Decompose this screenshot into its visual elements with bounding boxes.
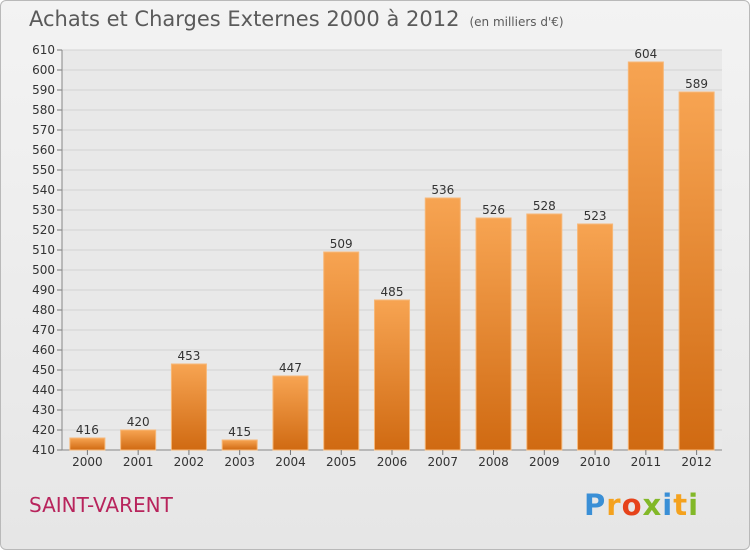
- data-label: 604: [634, 47, 657, 61]
- data-label: 523: [584, 209, 607, 223]
- y-tick-label: 610: [32, 43, 55, 57]
- data-label: 526: [482, 203, 505, 217]
- x-axis-ticks: 2000 2001 2002 2003 2004 2005 2006 2007 2008 2009…: [72, 450, 712, 469]
- x-tick-label: 2008: [478, 455, 509, 469]
- x-tick-label: 2012: [681, 455, 712, 469]
- y-tick-label: 440: [32, 383, 55, 397]
- y-tick-label: 590: [32, 83, 55, 97]
- x-tick-label: 2001: [123, 455, 154, 469]
- place-name: SAINT-VARENT: [29, 493, 173, 517]
- x-tick-label: 2003: [224, 455, 255, 469]
- logo-letter: i: [662, 488, 674, 522]
- data-label: 447: [279, 361, 302, 375]
- bar: [577, 223, 614, 451]
- bar: [323, 251, 360, 451]
- y-tick-label: 530: [32, 203, 55, 217]
- x-tick-label: 2006: [377, 455, 408, 469]
- bar: [120, 429, 157, 451]
- data-label: 415: [228, 425, 251, 439]
- logo-letter: i: [688, 488, 700, 522]
- data-label: 528: [533, 199, 556, 213]
- logo-letter: o: [621, 488, 643, 522]
- x-tick-label: 2004: [275, 455, 306, 469]
- logo-letter: x: [642, 488, 663, 522]
- y-tick-label: 560: [32, 143, 55, 157]
- y-tick-label: 490: [32, 283, 55, 297]
- x-tick-label: 2005: [326, 455, 357, 469]
- bar: [170, 363, 207, 451]
- data-label: 416: [76, 423, 99, 437]
- data-label: 485: [381, 285, 404, 299]
- logo-letter: P: [584, 488, 607, 522]
- y-tick-label: 520: [32, 223, 55, 237]
- bar: [69, 437, 106, 451]
- x-tick-label: 2009: [529, 455, 560, 469]
- x-tick-label: 2007: [427, 455, 458, 469]
- y-tick-label: 550: [32, 163, 55, 177]
- logo-letter: r: [606, 488, 622, 522]
- y-tick-label: 460: [32, 343, 55, 357]
- data-label: 536: [431, 183, 454, 197]
- y-tick-label: 600: [32, 63, 55, 77]
- bar: [678, 91, 715, 451]
- data-label: 509: [330, 237, 353, 251]
- data-label: 420: [127, 415, 150, 429]
- y-tick-label: 480: [32, 303, 55, 317]
- y-tick-label: 540: [32, 183, 55, 197]
- data-label: 453: [177, 349, 200, 363]
- y-tick-label: 430: [32, 403, 55, 417]
- bar: [373, 299, 411, 451]
- y-tick-label: 500: [32, 263, 55, 277]
- logo-letter: t: [673, 488, 689, 522]
- bar: [526, 213, 563, 451]
- bar: [627, 61, 664, 451]
- chart-title: Achats et Charges Externes 2000 à 2012 (e…: [29, 7, 564, 31]
- y-tick-label: 470: [32, 323, 55, 337]
- proxiti-logo: Proxiti: [584, 488, 699, 522]
- bar: [221, 439, 258, 451]
- y-tick-label: 580: [32, 103, 55, 117]
- bars: [69, 61, 715, 451]
- y-tick-label: 510: [32, 243, 55, 257]
- chart-subtitle: (en milliers d'€): [469, 15, 564, 29]
- y-tick-label: 450: [32, 363, 55, 377]
- bar: [424, 197, 461, 451]
- y-tick-label: 420: [32, 423, 55, 437]
- x-tick-label: 2002: [174, 455, 205, 469]
- x-tick-label: 2000: [72, 455, 103, 469]
- bar: [475, 217, 512, 451]
- data-labels: 416 420 453 415 447 509 485 536 526 528 523 604 589: [76, 47, 708, 439]
- bar: [272, 375, 309, 451]
- y-tick-label: 410: [32, 443, 55, 457]
- x-tick-label: 2010: [580, 455, 611, 469]
- x-tick-label: 2011: [631, 455, 662, 469]
- y-tick-label: 570: [32, 123, 55, 137]
- data-label: 589: [685, 77, 708, 91]
